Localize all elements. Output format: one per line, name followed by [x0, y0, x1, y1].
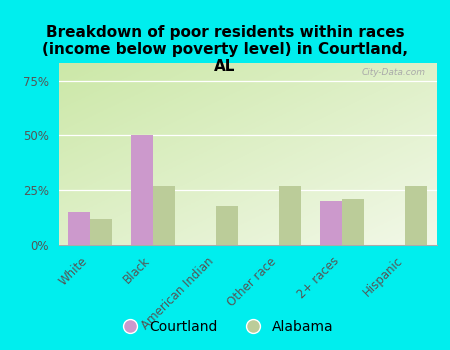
Text: Breakdown of poor residents within races
(income below poverty level) in Courtla: Breakdown of poor residents within races…	[42, 25, 408, 74]
Bar	[320, 201, 342, 245]
Bar	[405, 186, 427, 245]
Text: City-Data.com: City-Data.com	[361, 69, 425, 77]
Bar	[279, 186, 301, 245]
Bar	[216, 205, 238, 245]
Bar	[68, 212, 90, 245]
Bar	[90, 219, 112, 245]
Bar	[153, 186, 175, 245]
Bar	[342, 199, 364, 245]
Legend: Courtland, Alabama: Courtland, Alabama	[111, 314, 339, 340]
Bar	[131, 135, 153, 245]
